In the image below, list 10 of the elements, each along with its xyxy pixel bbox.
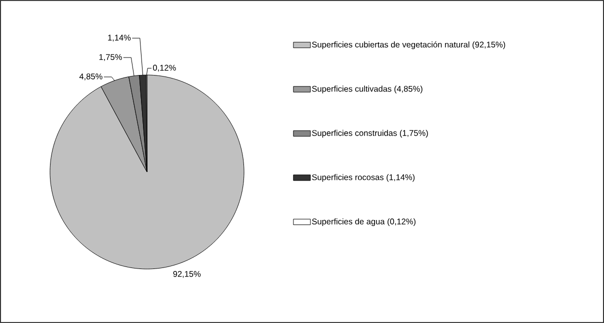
legend-label: Superficies cultivadas (4,85%)	[312, 86, 422, 94]
data-label: 1,14%	[108, 34, 131, 42]
legend-label: Superficies de agua (0,12%)	[312, 218, 416, 226]
legend-label: Superficies rocosas (1,14%)	[312, 174, 415, 182]
data-label: 1,75%	[99, 54, 122, 61]
data-label: 4,85%	[79, 74, 102, 80]
data-label: 0,12%	[153, 64, 176, 72]
legend-label: Superficies construidas (1,75%)	[312, 130, 428, 138]
data-label: 92,15%	[173, 271, 201, 278]
legend-label: Superficies cubiertas de vegetación natural (92,15%)	[312, 41, 506, 50]
